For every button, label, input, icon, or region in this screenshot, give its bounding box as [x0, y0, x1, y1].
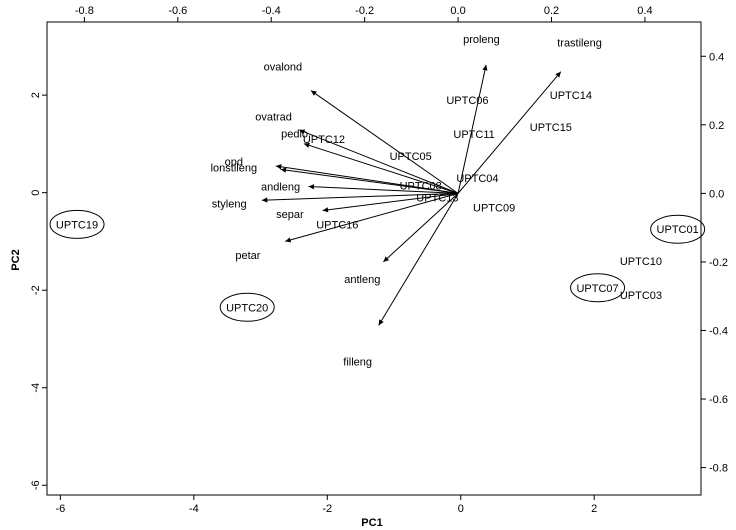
top-x-tick-label: 0.0	[450, 5, 465, 17]
point-label-UPTC16: UPTC16	[316, 219, 358, 231]
right-y-tick-label: -0.4	[709, 325, 728, 337]
loading-arrow-proleng	[457, 64, 487, 194]
loading-label-separ: separ	[276, 209, 304, 221]
y-tick-label: -2	[30, 285, 42, 295]
arrow-head-ovalond	[310, 90, 317, 96]
arrow-head-proleng	[482, 64, 488, 71]
right-y-tick-label: -0.2	[709, 257, 728, 269]
right-y-tick-label: -0.6	[709, 394, 728, 406]
point-label-UPTC08: UPTC08	[400, 180, 442, 192]
point-label-UPTC01: UPTC01	[657, 224, 699, 236]
loading-arrow-pedlo	[303, 143, 459, 194]
arrow-head-petar	[285, 237, 292, 243]
point-circle-UPTC19	[49, 209, 105, 239]
arrow-head-pedlo	[303, 142, 310, 148]
x-tick-label: 0	[458, 503, 464, 515]
loading-label-lonstileng: lonstileng	[211, 163, 257, 175]
arrow-head-filleng	[378, 319, 384, 326]
point-label-UPTC11: UPTC11	[453, 129, 494, 141]
point-label-UPTC14: UPTC14	[550, 90, 592, 102]
top-x-tick-label: -0.6	[168, 5, 187, 17]
loading-label-ovatrad: ovatrad	[255, 111, 292, 123]
point-circle-UPTC07	[570, 273, 626, 303]
top-x-tick-label: -0.4	[262, 5, 281, 17]
x-tick-label: -2	[322, 503, 332, 515]
top-x-tick-label: -0.2	[355, 5, 374, 17]
x-tick-label: 2	[591, 503, 597, 515]
point-label-UPTC19: UPTC19	[56, 219, 98, 231]
loading-arrow-ovatrad	[299, 129, 459, 194]
arrow-head-styleng	[261, 197, 268, 203]
x-tick-label: -4	[189, 503, 199, 515]
loading-arrow-antleng	[383, 193, 459, 263]
y-tick-label: 2	[30, 92, 42, 98]
y-tick-label: 0	[30, 190, 42, 196]
loading-label-filleng: filleng	[343, 356, 372, 368]
x-tick-label: -6	[55, 503, 65, 515]
point-circle-UPTC01	[650, 214, 706, 244]
loading-arrow-styleng	[261, 192, 459, 201]
right-y-tick-label: 0.4	[709, 51, 724, 63]
loading-label-petar: petar	[235, 250, 260, 262]
y-tick-label: -4	[30, 383, 42, 393]
top-x-tick-label: 0.4	[637, 5, 652, 17]
point-label-UPTC07: UPTC07	[576, 283, 618, 295]
loading-label-opd: opd	[225, 157, 243, 169]
point-circle-UPTC20	[219, 292, 275, 322]
loading-arrow-separ	[322, 192, 459, 212]
right-y-tick-label: -0.8	[709, 463, 728, 475]
y-axis-title: PC2	[10, 249, 22, 270]
loading-label-trastileng: trastileng	[557, 38, 602, 50]
point-label-UPTC10: UPTC10	[620, 256, 662, 268]
arrow-head-separ	[322, 207, 329, 213]
point-label-UPTC09: UPTC09	[473, 202, 515, 214]
point-label-UPTC20: UPTC20	[226, 302, 268, 314]
axis-ticks: -6 -4 -2 0 2 -6 -4 -2 0 2 -0.8 -0.6 -0.4 -0.2 0.0 0.2 0.…	[30, 5, 728, 515]
loading-arrow-filleng	[378, 193, 459, 326]
arrow-head-antleng	[383, 256, 390, 262]
point-label-UPTC03: UPTC03	[620, 290, 662, 302]
loading-label-proleng: proleng	[463, 34, 500, 46]
right-y-tick-label: 0.0	[709, 188, 724, 200]
arrow-head-andleng	[308, 184, 315, 190]
loading-label-andleng: andleng	[261, 182, 300, 194]
point-label-UPTC05: UPTC05	[390, 151, 432, 163]
loading-label-antleng: antleng	[344, 274, 380, 286]
arrow-head-trastileng	[555, 71, 561, 78]
loading-arrow-lonstileng	[280, 168, 459, 194]
point-label-UPTC04: UPTC04	[456, 173, 498, 185]
loading-arrow-trastileng	[457, 71, 562, 194]
arrow-head-lonstileng	[280, 167, 287, 173]
point-label-UPTC13: UPTC13	[416, 193, 458, 205]
sample-points: UPTC01 UPTC03 UPTC04 UPTC05 UPTC06 UPTC07 UPTC…	[49, 90, 706, 322]
plot-frame	[46, 21, 702, 496]
top-x-tick-label: -0.8	[75, 5, 94, 17]
loading-label-styleng: styleng	[212, 199, 247, 211]
top-x-tick-label: 0.2	[544, 5, 559, 17]
loading-arrow-petar	[285, 192, 459, 242]
loading-arrows: proleng trastileng ovalond ovatrad pedlo opdl…	[211, 34, 602, 368]
arrow-head-opd	[275, 164, 282, 170]
point-label-UPTC06: UPTC06	[446, 95, 488, 107]
right-y-tick-label: 0.2	[709, 120, 724, 132]
arrow-head-ovatrad	[299, 129, 306, 135]
point-label-UPTC15: UPTC15	[530, 122, 572, 134]
x-axis-title: PC1	[361, 517, 382, 529]
loading-label-pedlo: pedlo	[281, 128, 308, 140]
loading-label-ovalond: ovalond	[264, 62, 303, 74]
y-tick-label: -6	[30, 480, 42, 490]
plot-border	[46, 21, 702, 496]
loading-arrow-ovalond	[310, 90, 459, 194]
loading-arrow-andleng	[308, 186, 459, 194]
point-label-UPTC12: UPTC12	[303, 134, 345, 146]
